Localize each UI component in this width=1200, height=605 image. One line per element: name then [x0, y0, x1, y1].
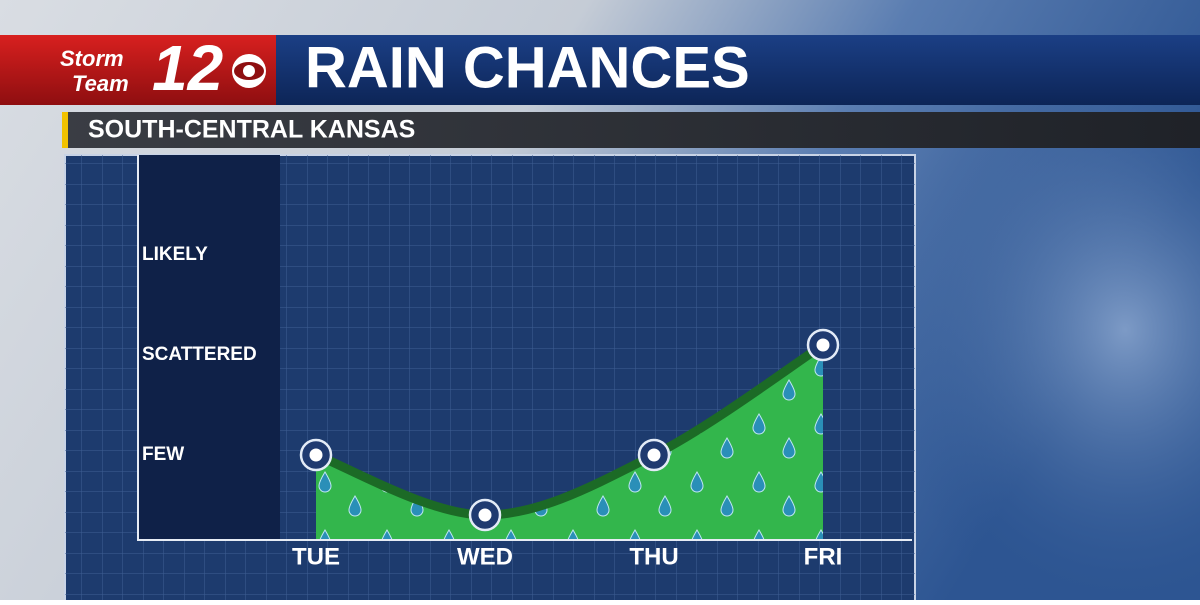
markers: [299, 328, 840, 532]
point-center: [647, 448, 661, 462]
point-center: [816, 338, 830, 352]
logo-line1: Storm: [60, 46, 124, 71]
logo-number: 12: [152, 32, 223, 104]
y-tick-label: SCATTERED: [142, 344, 257, 365]
x-tick-label: THU: [629, 543, 678, 570]
logo-box: [0, 35, 276, 105]
area-drops: [316, 345, 823, 540]
x-tick-label: FRI: [804, 543, 843, 570]
subtitle-accent: [62, 112, 68, 148]
x-tick-label: TUE: [292, 543, 340, 570]
logo-eye-pupil: [243, 65, 255, 77]
line: [314, 341, 826, 520]
plot: [314, 341, 826, 540]
point-center: [309, 448, 323, 462]
chart-title: RAIN CHANCES: [305, 35, 750, 100]
point-center: [478, 508, 492, 522]
chart-subtitle: SOUTH-CENTRAL KANSAS: [88, 116, 415, 144]
y-tick-label: LIKELY: [142, 244, 208, 265]
label-column: [138, 155, 280, 540]
title-bar: [276, 35, 1200, 105]
x-tick-label: WED: [457, 543, 513, 570]
subtitle-bar: [62, 112, 1200, 148]
logo-line2: Team: [72, 71, 129, 96]
y-tick-label: FEW: [142, 444, 184, 465]
